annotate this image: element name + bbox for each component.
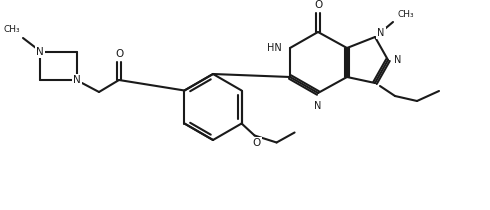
Text: N: N [394, 55, 402, 65]
Text: CH₃: CH₃ [397, 10, 414, 19]
Text: N: N [314, 101, 322, 111]
Text: HN: HN [267, 43, 282, 53]
Text: N: N [73, 75, 81, 85]
Text: CH₃: CH₃ [3, 25, 20, 34]
Text: O: O [314, 0, 322, 10]
Text: N: N [377, 28, 385, 38]
Text: O: O [115, 49, 123, 59]
Text: O: O [252, 139, 261, 148]
Text: N: N [36, 47, 44, 57]
